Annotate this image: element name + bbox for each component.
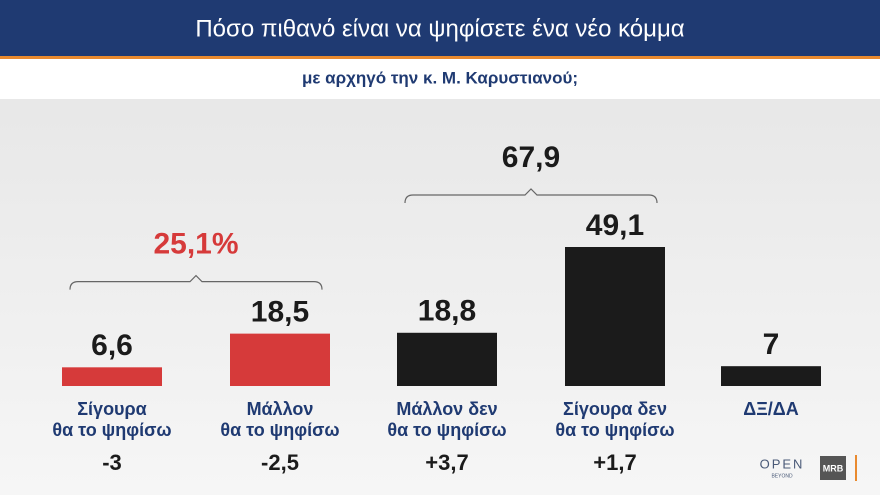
category-label: Σίγουρα δεν: [563, 399, 667, 419]
category-label: θα το ψηφίσω: [52, 420, 171, 440]
bar: [230, 333, 330, 386]
logo-text: MRB: [823, 463, 844, 473]
category-label: Μάλλον δεν: [396, 399, 497, 419]
chart-subtitle: με αρχηγό την κ. Μ. Καρυστιανού;: [302, 68, 578, 87]
header-band: [0, 0, 880, 56]
bracket: [404, 188, 658, 204]
value-label: 18,5: [251, 296, 309, 329]
logo-text: OPEN: [760, 456, 805, 471]
bracket: [69, 274, 323, 290]
category-label: ΔΞ/ΔΑ: [743, 399, 798, 419]
bracket-label: 25,1%: [153, 228, 238, 261]
change-label: +3,7: [425, 450, 468, 475]
change-label: +1,7: [593, 450, 636, 475]
header-accent: [0, 56, 880, 59]
bar: [62, 367, 162, 386]
category-label: Μάλλον: [247, 399, 314, 419]
value-label: 6,6: [91, 329, 133, 362]
category-label: θα το ψηφίσω: [387, 420, 506, 440]
logo-box: [820, 456, 846, 480]
value-label: 49,1: [586, 209, 644, 242]
bracket-label: 67,9: [502, 141, 560, 174]
bar: [565, 247, 665, 386]
bar: [721, 366, 821, 386]
chart-title: Πόσο πιθανό είναι να ψηφίσετε ένα νέο κό…: [195, 15, 684, 42]
category-label: θα το ψηφίσω: [555, 420, 674, 440]
change-label: -3: [102, 450, 122, 475]
category-label: θα το ψηφίσω: [220, 420, 339, 440]
bar: [397, 332, 497, 386]
category-label: Σίγουρα: [77, 399, 147, 419]
logo-divider: [855, 455, 857, 481]
value-label: 7: [763, 328, 780, 361]
logo-text: BEYOND: [771, 473, 793, 479]
subtitle-band: [0, 59, 880, 99]
change-label: -2,5: [261, 450, 299, 475]
value-label: 18,8: [418, 295, 476, 328]
